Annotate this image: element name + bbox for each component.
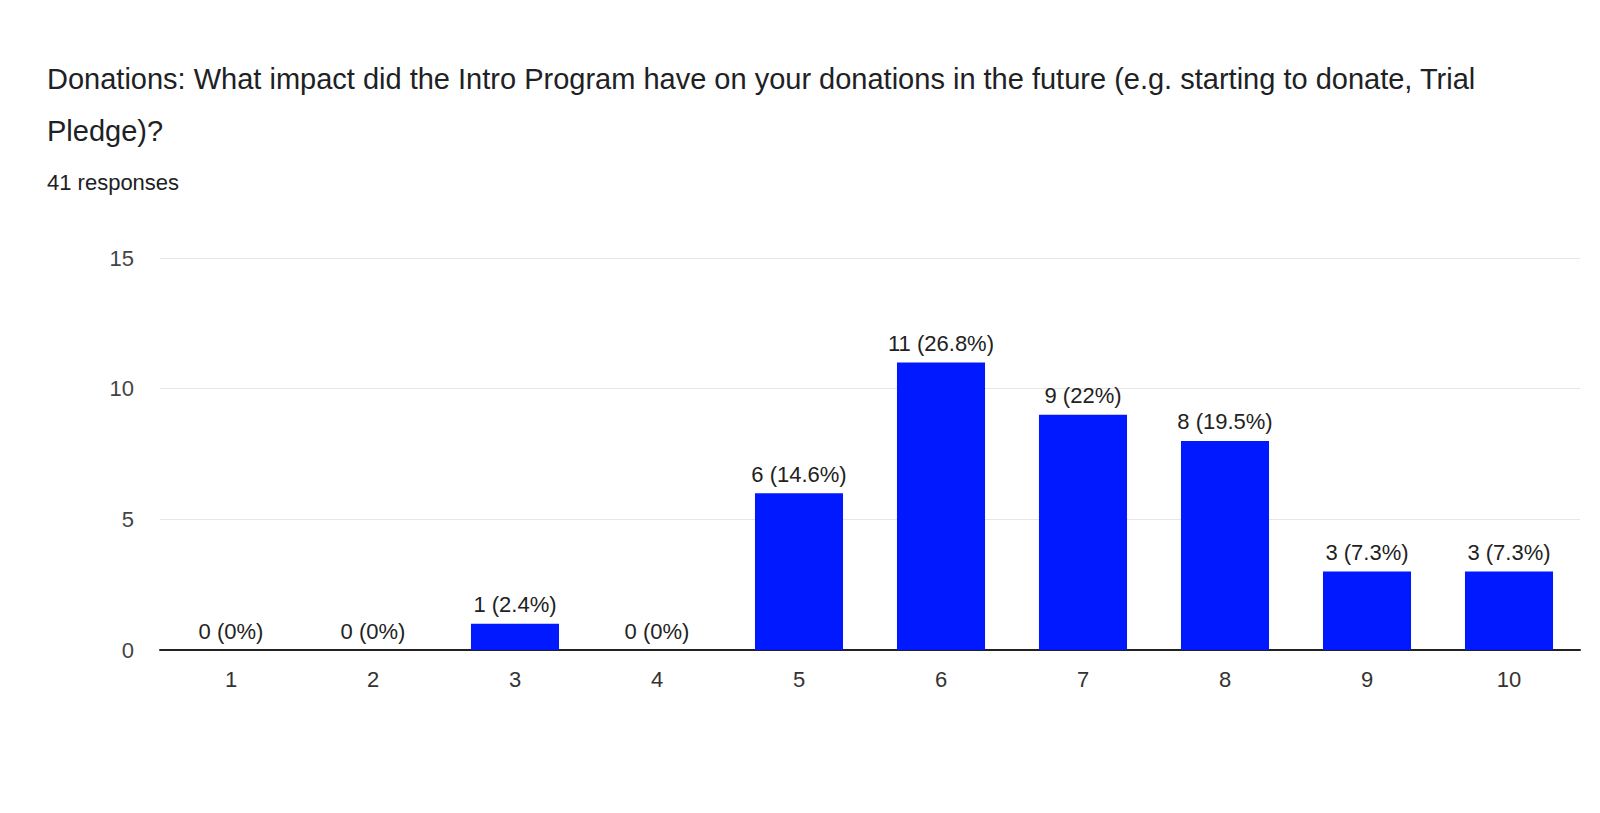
svg-text:0 (0%): 0 (0%) <box>341 619 406 644</box>
svg-text:4: 4 <box>651 667 663 692</box>
svg-text:5: 5 <box>122 507 134 532</box>
svg-text:1: 1 <box>225 667 237 692</box>
svg-text:0: 0 <box>122 638 134 663</box>
svg-text:41 responses: 41 responses <box>47 170 179 195</box>
svg-text:10: 10 <box>110 376 134 401</box>
svg-text:3: 3 <box>509 667 521 692</box>
svg-text:0 (0%): 0 (0%) <box>199 619 264 644</box>
svg-text:Donations: What impact did the: Donations: What impact did the Intro Pro… <box>47 63 1483 95</box>
svg-text:3 (7.3%): 3 (7.3%) <box>1325 540 1408 565</box>
svg-text:7: 7 <box>1077 667 1089 692</box>
svg-text:5: 5 <box>793 667 805 692</box>
svg-text:1 (2.4%): 1 (2.4%) <box>473 592 556 617</box>
svg-text:3 (7.3%): 3 (7.3%) <box>1467 540 1550 565</box>
svg-text:6 (14.6%): 6 (14.6%) <box>751 462 846 487</box>
svg-text:8: 8 <box>1219 667 1231 692</box>
svg-text:2: 2 <box>367 667 379 692</box>
svg-text:11 (26.8%): 11 (26.8%) <box>888 331 994 356</box>
svg-text:9: 9 <box>1361 667 1373 692</box>
svg-text:8 (19.5%): 8 (19.5%) <box>1177 409 1272 434</box>
svg-text:Pledge)?: Pledge)? <box>47 115 163 147</box>
svg-text:6: 6 <box>935 667 947 692</box>
svg-text:10: 10 <box>1497 667 1521 692</box>
svg-text:9 (22%): 9 (22%) <box>1044 383 1121 408</box>
svg-text:0 (0%): 0 (0%) <box>625 619 690 644</box>
svg-text:15: 15 <box>110 246 134 271</box>
